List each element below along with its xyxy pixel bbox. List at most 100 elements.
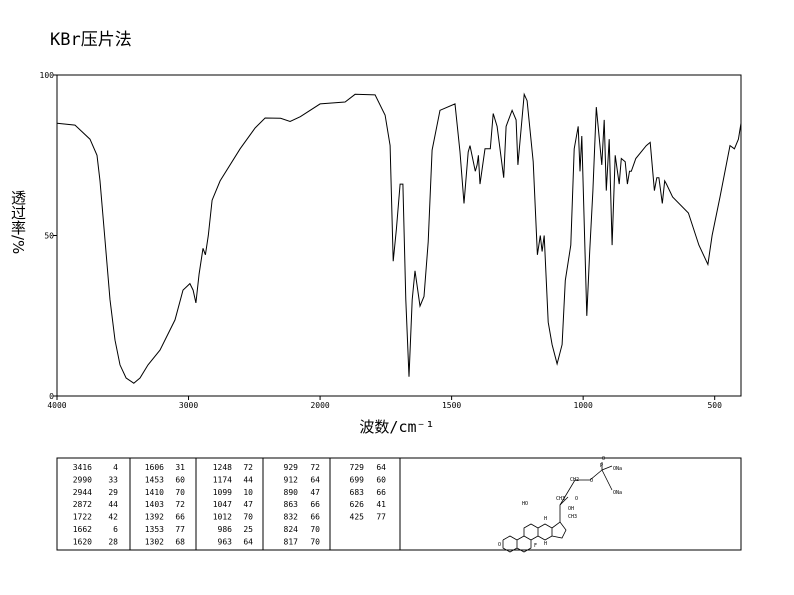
bond [601, 469, 613, 491]
peak-wavenumber: 1722 [73, 513, 92, 522]
peak-transmittance: 44 [108, 500, 118, 509]
table-frame [56, 457, 742, 551]
structure-label: ONa [613, 466, 622, 472]
peak-wavenumber: 3416 [73, 463, 92, 472]
peak-wavenumber: 1248 [213, 463, 232, 472]
peak-transmittance: 72 [243, 463, 253, 472]
peak-transmittance: 66 [310, 513, 320, 522]
peak-wavenumber: 2872 [73, 500, 92, 509]
peak-wavenumber: 425 [350, 513, 365, 522]
peak-wavenumber: 699 [350, 475, 365, 484]
plot-frame [56, 74, 742, 397]
x-tick-label: 3000 [179, 401, 198, 410]
structure-label: CH2 [570, 477, 579, 483]
x-axis-label: 波数/cm⁻¹ [359, 418, 434, 436]
peak-transmittance: 77 [175, 525, 185, 534]
peak-transmittance: 64 [243, 537, 253, 546]
ring-c2 [537, 523, 553, 541]
peak-wavenumber: 1353 [145, 525, 164, 534]
side-chain [559, 462, 603, 522]
peak-transmittance: 72 [310, 463, 320, 472]
structure-label: HO [522, 501, 528, 507]
peak-transmittance: 60 [175, 475, 185, 484]
ring-b [516, 535, 532, 553]
peak-wavenumber: 824 [284, 525, 299, 534]
structure-label: H [544, 541, 547, 547]
peak-wavenumber: 929 [284, 463, 299, 472]
peak-wavenumber: 1606 [145, 463, 164, 472]
peak-wavenumber: 2944 [73, 488, 92, 497]
peak-transmittance: 33 [108, 475, 118, 484]
peak-wavenumber: 1174 [213, 475, 232, 484]
y-tick-label: 50 [44, 232, 54, 241]
ring-c [523, 523, 539, 541]
peak-transmittance: 64 [310, 475, 320, 484]
peak-transmittance: 29 [108, 488, 118, 497]
peak-transmittance: 28 [108, 537, 118, 546]
x-tick-label: 1000 [574, 401, 593, 410]
peak-wavenumber: 1453 [145, 475, 164, 484]
peak-transmittance: 47 [243, 500, 253, 509]
peak-wavenumber: 729 [350, 463, 365, 472]
peak-wavenumber: 1047 [213, 500, 232, 509]
peak-transmittance: 66 [175, 513, 185, 522]
peak-wavenumber: 626 [350, 500, 365, 509]
bond [559, 496, 569, 506]
peak-transmittance: 72 [175, 500, 185, 509]
y-tick-label: 0 [49, 392, 54, 401]
peak-transmittance: 42 [108, 513, 118, 522]
structure-label: O [590, 478, 593, 484]
peak-transmittance: 47 [310, 488, 320, 497]
peak-transmittance: 66 [376, 488, 386, 497]
ring-d [551, 521, 567, 539]
peak-wavenumber: 1662 [73, 525, 92, 534]
peak-wavenumber: 832 [284, 513, 299, 522]
peak-wavenumber: 1403 [145, 500, 164, 509]
peak-wavenumber: 890 [284, 488, 299, 497]
structure [502, 462, 613, 553]
peak-transmittance: 68 [175, 537, 185, 546]
peak-wavenumber: 986 [218, 525, 233, 534]
chart-title: KBr压片法 [50, 30, 132, 50]
peak-transmittance: 31 [175, 463, 185, 472]
y-tick-label: 100 [40, 71, 55, 80]
x-tick-label: 2000 [310, 401, 329, 410]
peak-transmittance: 64 [376, 463, 386, 472]
structure-label: OH [568, 506, 574, 512]
peak-transmittance: 10 [243, 488, 253, 497]
x-tick-label: 1500 [442, 401, 461, 410]
structure-label: ONa [613, 490, 622, 496]
structure-label: O [498, 542, 501, 548]
peak-wavenumber: 1410 [145, 488, 164, 497]
x-tick-label: 500 [707, 401, 722, 410]
peak-wavenumber: 1392 [145, 513, 164, 522]
peak-transmittance: 6 [113, 525, 118, 534]
peak-transmittance: 4 [113, 463, 118, 472]
peak-transmittance: 70 [175, 488, 185, 497]
peak-wavenumber: 2990 [73, 475, 92, 484]
peak-transmittance: 70 [310, 525, 320, 534]
peak-transmittance: 60 [376, 475, 386, 484]
peak-wavenumber: 912 [284, 475, 299, 484]
peak-wavenumber: 1012 [213, 513, 232, 522]
peak-transmittance: 44 [243, 475, 253, 484]
peak-wavenumber: 863 [284, 500, 299, 509]
peak-transmittance: 41 [376, 500, 386, 509]
structure-label: F [534, 543, 537, 549]
peak-wavenumber: 817 [284, 537, 299, 546]
peak-transmittance: 66 [310, 500, 320, 509]
structure-label: CH3 [568, 514, 577, 520]
x-tick-label: 4000 [47, 401, 66, 410]
structure-label: CH3 [556, 496, 565, 502]
peak-transmittance: 70 [310, 537, 320, 546]
bond [601, 465, 613, 471]
peak-wavenumber: 1099 [213, 488, 232, 497]
peak-wavenumber: 1302 [145, 537, 164, 546]
peak-transmittance: 70 [243, 513, 253, 522]
y-axis-label: 透过率/% [9, 190, 27, 255]
structure-label: P [600, 463, 603, 469]
peak-transmittance: 25 [243, 525, 253, 534]
structure-label: O [602, 456, 605, 462]
